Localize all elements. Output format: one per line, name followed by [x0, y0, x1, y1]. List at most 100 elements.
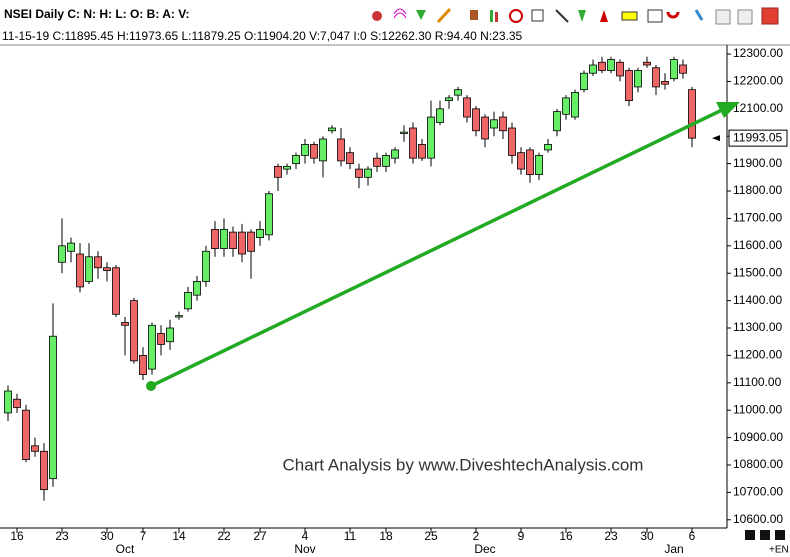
candle-body — [553, 111, 561, 132]
y-tick-label: 11500.00 — [733, 265, 782, 279]
y-tick-label: 11400.00 — [733, 293, 782, 307]
candle-body — [571, 91, 579, 118]
tool-icon[interactable] — [647, 9, 663, 23]
tool-icon[interactable] — [694, 9, 704, 21]
candle-body — [625, 70, 633, 102]
candle-body — [373, 157, 381, 167]
month-label: Nov — [294, 542, 315, 556]
candle-body — [328, 127, 336, 132]
tool-icon[interactable] — [470, 10, 478, 20]
candle-body — [454, 89, 462, 96]
y-tick-label: 10600.00 — [733, 512, 783, 526]
minimize-button[interactable] — [715, 9, 731, 25]
candle-body — [202, 250, 210, 282]
x-tick-label: 30 — [640, 529, 654, 543]
candle-body — [121, 322, 129, 326]
y-tick-label: 12100.00 — [733, 101, 783, 115]
x-tick-label: 16 — [10, 529, 24, 543]
y-tick-label: 11200.00 — [733, 348, 782, 362]
candle-body — [445, 97, 453, 102]
candle-body — [148, 324, 156, 370]
x-tick-label: 23 — [604, 529, 618, 543]
candle-body — [175, 315, 183, 318]
tool-icon[interactable] — [436, 7, 452, 24]
tool-icon[interactable] — [666, 11, 680, 19]
candle-body — [139, 355, 147, 375]
month-label: Jan — [664, 542, 683, 556]
panel-button[interactable] — [760, 530, 770, 540]
candle-body — [13, 398, 21, 408]
panel-button[interactable] — [775, 530, 785, 540]
tool-icon[interactable] — [531, 9, 544, 22]
candle-body — [292, 155, 300, 165]
trend-line — [150, 108, 723, 388]
y-tick-label: 11700.00 — [733, 211, 782, 225]
candle-body — [616, 61, 624, 77]
panel-button[interactable] — [745, 530, 755, 540]
candle-body — [112, 267, 120, 315]
candle-body — [85, 256, 93, 282]
candle-body — [463, 97, 471, 118]
candle-body — [76, 253, 84, 288]
candle-body — [598, 61, 606, 71]
tool-icon[interactable] — [621, 11, 638, 21]
candle-body — [472, 108, 480, 132]
tool-icon[interactable] — [393, 8, 407, 19]
candle-body — [364, 168, 372, 178]
close-button[interactable] — [761, 7, 779, 25]
candle-body — [607, 59, 615, 71]
candle-body — [562, 97, 570, 115]
candle-body — [238, 231, 246, 255]
candle-body — [49, 335, 57, 480]
candle-body — [337, 138, 345, 162]
tool-icon[interactable] — [372, 11, 382, 21]
trend-arrow — [146, 102, 740, 391]
tool-icon[interactable] — [495, 12, 498, 22]
y-tick-label: 11100.00 — [733, 375, 782, 389]
x-tick-label: 2 — [473, 529, 480, 543]
candle-body — [229, 231, 237, 249]
candle-body — [490, 119, 498, 129]
x-tick-label: 6 — [689, 529, 696, 543]
price-pointer — [712, 135, 720, 142]
candle-body — [319, 138, 327, 162]
bar-info: 11-15-19 C:11895.45 H:11973.65 L:11879.2… — [2, 29, 523, 43]
x-tick-label: 18 — [379, 529, 393, 543]
candle-body — [427, 116, 435, 159]
candle-body — [535, 155, 543, 175]
candle-body — [634, 70, 642, 88]
y-tick-label: 12300.00 — [733, 46, 783, 60]
candle-body — [193, 281, 201, 296]
y-tick-label: 11900.00 — [733, 156, 782, 170]
tool-icon[interactable] — [416, 10, 426, 20]
candle-body — [4, 390, 12, 414]
candle-body — [301, 144, 309, 156]
candle-body — [391, 149, 399, 159]
arrow-start — [146, 381, 156, 391]
annotation: Chart Analysis by www.DiveshtechAnalysis… — [283, 455, 644, 474]
x-tick-label: 14 — [172, 529, 186, 543]
toolbar[interactable] — [372, 7, 779, 25]
y-tick-label: 10900.00 — [733, 430, 783, 444]
candle-body — [670, 59, 678, 80]
maximize-button[interactable] — [737, 9, 753, 25]
y-tick-label: 11000.00 — [733, 402, 782, 416]
candle-body — [274, 165, 282, 178]
x-tick-label: 27 — [253, 529, 267, 543]
tool-icon[interactable] — [555, 9, 569, 23]
y-tick-label: 11800.00 — [733, 183, 782, 197]
candle-body — [508, 127, 516, 156]
tool-icon[interactable] — [600, 10, 608, 22]
candle-body — [247, 231, 255, 252]
candle-body — [481, 116, 489, 140]
x-tick-label: 7 — [140, 529, 147, 543]
candle-body — [661, 81, 669, 85]
tool-icon[interactable] — [578, 10, 586, 22]
candle-body — [589, 64, 597, 74]
tool-icon[interactable] — [509, 9, 523, 23]
x-tick-label: 23 — [55, 529, 69, 543]
tool-icon[interactable] — [490, 10, 493, 22]
candle-body — [283, 165, 291, 170]
